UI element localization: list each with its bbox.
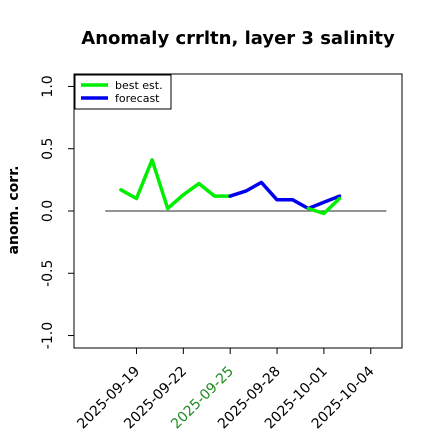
legend: best est.forecast xyxy=(74,74,172,110)
y-tick-label: 1.0 xyxy=(40,75,56,97)
series-line-forecast xyxy=(228,180,342,211)
y-tick-label: -0.5 xyxy=(40,260,56,287)
legend-label: forecast xyxy=(115,92,160,105)
legend-label: best est. xyxy=(115,79,163,92)
plot-area xyxy=(105,158,387,216)
series-line-best-est xyxy=(119,158,232,211)
chart-title: Anomaly crrltn, layer 3 salinity xyxy=(81,28,395,49)
legend-box xyxy=(74,74,172,110)
y-tick-label: -1.0 xyxy=(40,322,56,349)
y-axis-label: anom. corr. xyxy=(6,166,22,255)
axes: -1.0-0.50.00.51.02025-09-192025-09-22202… xyxy=(40,73,403,432)
series-line-segment-2 xyxy=(306,196,342,216)
y-tick-label: 0.5 xyxy=(40,138,56,160)
y-tick-label: 0.0 xyxy=(40,200,56,222)
